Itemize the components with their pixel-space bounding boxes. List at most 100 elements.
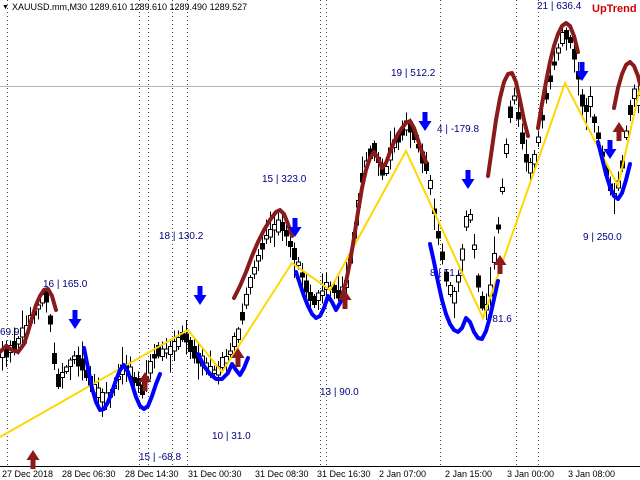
time-axis-label: 31 Dec 00:30 — [188, 469, 242, 479]
candle-body — [584, 104, 589, 112]
candle-body — [596, 132, 601, 139]
time-axis-label: 2 Jan 07:00 — [379, 469, 427, 479]
trend-status-label: UpTrend — [592, 3, 637, 15]
candle-body — [480, 295, 485, 309]
down-trend-line — [596, 140, 632, 201]
candle-body — [384, 166, 389, 175]
sell-arrow-icon — [418, 112, 432, 131]
candle-body — [464, 216, 469, 228]
candle-body — [624, 130, 629, 139]
up-trend-line — [0, 287, 58, 354]
candle-body — [516, 111, 521, 120]
candle-body — [64, 366, 69, 373]
candle-body — [628, 104, 633, 115]
candle-body — [504, 144, 509, 155]
candle-body — [564, 29, 569, 40]
candle-body — [320, 290, 325, 297]
candle-body — [580, 94, 585, 107]
swing-count-label: | 81.6 — [487, 314, 512, 325]
candle-body — [492, 252, 497, 264]
sell-arrow-icon — [461, 170, 475, 189]
buy-arrow-icon — [26, 450, 40, 469]
candle-body — [292, 248, 297, 261]
candle-body — [236, 328, 241, 340]
sell-arrow-icon — [68, 310, 82, 329]
candle-body — [192, 346, 197, 359]
candle-body — [508, 106, 513, 119]
candle-body — [184, 333, 189, 343]
candle-body — [148, 361, 153, 374]
sell-arrow-icon — [603, 140, 617, 159]
candle-body — [440, 251, 445, 261]
swing-count-label: 21 | 636.4 — [537, 1, 582, 12]
time-axis-label: 3 Jan 00:00 — [507, 469, 555, 479]
down-trend-line — [428, 242, 500, 341]
down-trend-line — [196, 352, 250, 381]
zigzag-line — [0, 80, 640, 438]
candle-body — [296, 261, 301, 266]
candle-body — [512, 95, 517, 101]
candle-body — [248, 277, 253, 289]
buy-arrow-icon — [612, 122, 626, 141]
candle-body — [48, 315, 53, 325]
sell-arrow-icon — [288, 218, 302, 237]
candle-body — [256, 254, 261, 262]
up-trend-line — [536, 21, 580, 130]
candle-body — [500, 186, 505, 193]
up-trend-line — [232, 208, 294, 300]
candle-body — [240, 312, 245, 321]
swing-count-label: 69.9 — [0, 327, 20, 338]
candle-body — [68, 359, 73, 367]
candle-body — [268, 228, 273, 238]
swing-count-label: 9 | 250.0 — [583, 232, 622, 243]
time-axis-label: 28 Dec 06:30 — [62, 469, 116, 479]
candle-body — [16, 338, 21, 345]
up-trend-line — [340, 119, 428, 298]
candle-body — [556, 47, 561, 54]
candle-body — [56, 374, 61, 388]
candle-body — [332, 284, 337, 294]
candle-body — [632, 88, 637, 99]
swing-count-label: 10 | 31.0 — [212, 431, 251, 442]
candle-body — [224, 355, 229, 364]
symbol-dropdown-icon[interactable]: ▼ — [2, 4, 9, 11]
swing-count-label: 15 | 323.0 — [262, 174, 307, 185]
up-trend-line — [612, 60, 640, 110]
sell-arrow-icon — [193, 286, 207, 305]
sell-arrow-icon — [575, 62, 589, 81]
candle-body — [468, 213, 473, 221]
swing-count-label: 13 | 90.0 — [320, 387, 359, 398]
candle-body — [428, 179, 433, 189]
candle-body — [60, 371, 65, 379]
time-axis-label: 31 Dec 16:30 — [317, 469, 371, 479]
candle-body — [524, 153, 529, 163]
candle-body — [260, 242, 265, 250]
up-trend-line — [486, 71, 530, 178]
candle-body — [456, 274, 461, 283]
buy-arrow-icon — [338, 290, 352, 309]
candle-body — [136, 377, 141, 387]
swing-count-label: 18 | 130.2 — [159, 231, 204, 242]
candle-body — [496, 224, 501, 230]
buy-arrow-icon — [493, 255, 507, 274]
time-axis-label: 27 Dec 2018 — [2, 469, 54, 479]
candle-body — [252, 267, 257, 275]
candle-body — [232, 336, 237, 347]
candle-body — [444, 271, 449, 282]
candle-body — [228, 350, 233, 355]
swing-count-label: 15 | -68.8 — [139, 452, 182, 463]
candle-body — [476, 275, 481, 288]
candle-body — [80, 358, 85, 371]
candle-body — [552, 61, 557, 66]
candle-body — [284, 230, 289, 237]
candle-body — [520, 132, 525, 145]
candle-body — [452, 291, 457, 304]
symbol-info: ▼ XAUUSD.mm,M30 1289.610 1289.610 1289.49… — [2, 2, 247, 12]
time-axis-label: 28 Dec 14:30 — [125, 469, 179, 479]
candle-body — [536, 136, 541, 143]
candle-body — [592, 116, 597, 123]
candle-body — [572, 49, 577, 60]
time-axis-label: 2 Jan 15:00 — [445, 469, 493, 479]
